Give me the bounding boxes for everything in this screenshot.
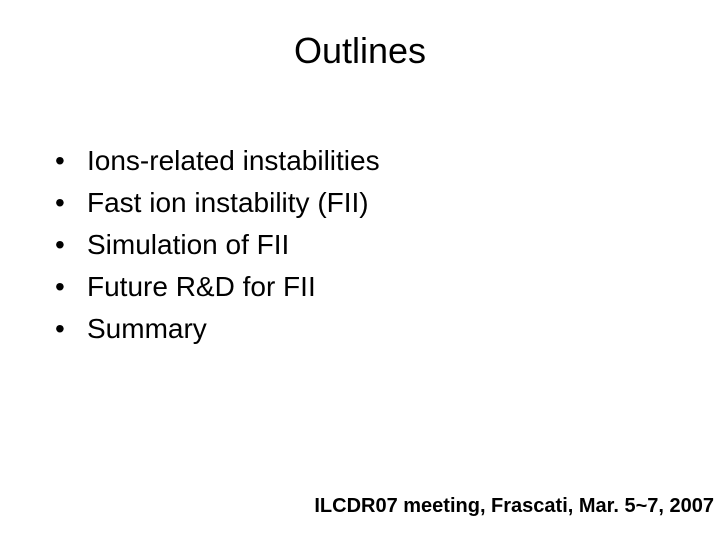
bullet-text: Summary xyxy=(87,313,207,344)
bullet-icon: • xyxy=(55,140,65,182)
bullet-list: • Ions-related instabilities • Fast ion … xyxy=(55,140,380,350)
bullet-text: Fast ion instability (FII) xyxy=(87,187,369,218)
bullet-icon: • xyxy=(55,308,65,350)
list-item: • Summary xyxy=(55,308,380,350)
bullet-icon: • xyxy=(55,182,65,224)
bullet-icon: • xyxy=(55,224,65,266)
list-item: • Ions-related instabilities xyxy=(55,140,380,182)
list-item: • Simulation of FII xyxy=(55,224,380,266)
list-item: • Fast ion instability (FII) xyxy=(55,182,380,224)
bullet-text: Ions-related instabilities xyxy=(87,145,380,176)
bullet-text: Simulation of FII xyxy=(87,229,289,260)
bullet-text: Future R&D for FII xyxy=(87,271,316,302)
footer-text: ILCDR07 meeting, Frascati, Mar. 5~7, 200… xyxy=(314,495,714,518)
slide: Outlines • Ions-related instabilities • … xyxy=(0,0,720,540)
list-item: • Future R&D for FII xyxy=(55,266,380,308)
bullet-body: • Ions-related instabilities • Fast ion … xyxy=(55,140,380,350)
bullet-icon: • xyxy=(55,266,65,308)
page-title: Outlines xyxy=(0,30,720,72)
